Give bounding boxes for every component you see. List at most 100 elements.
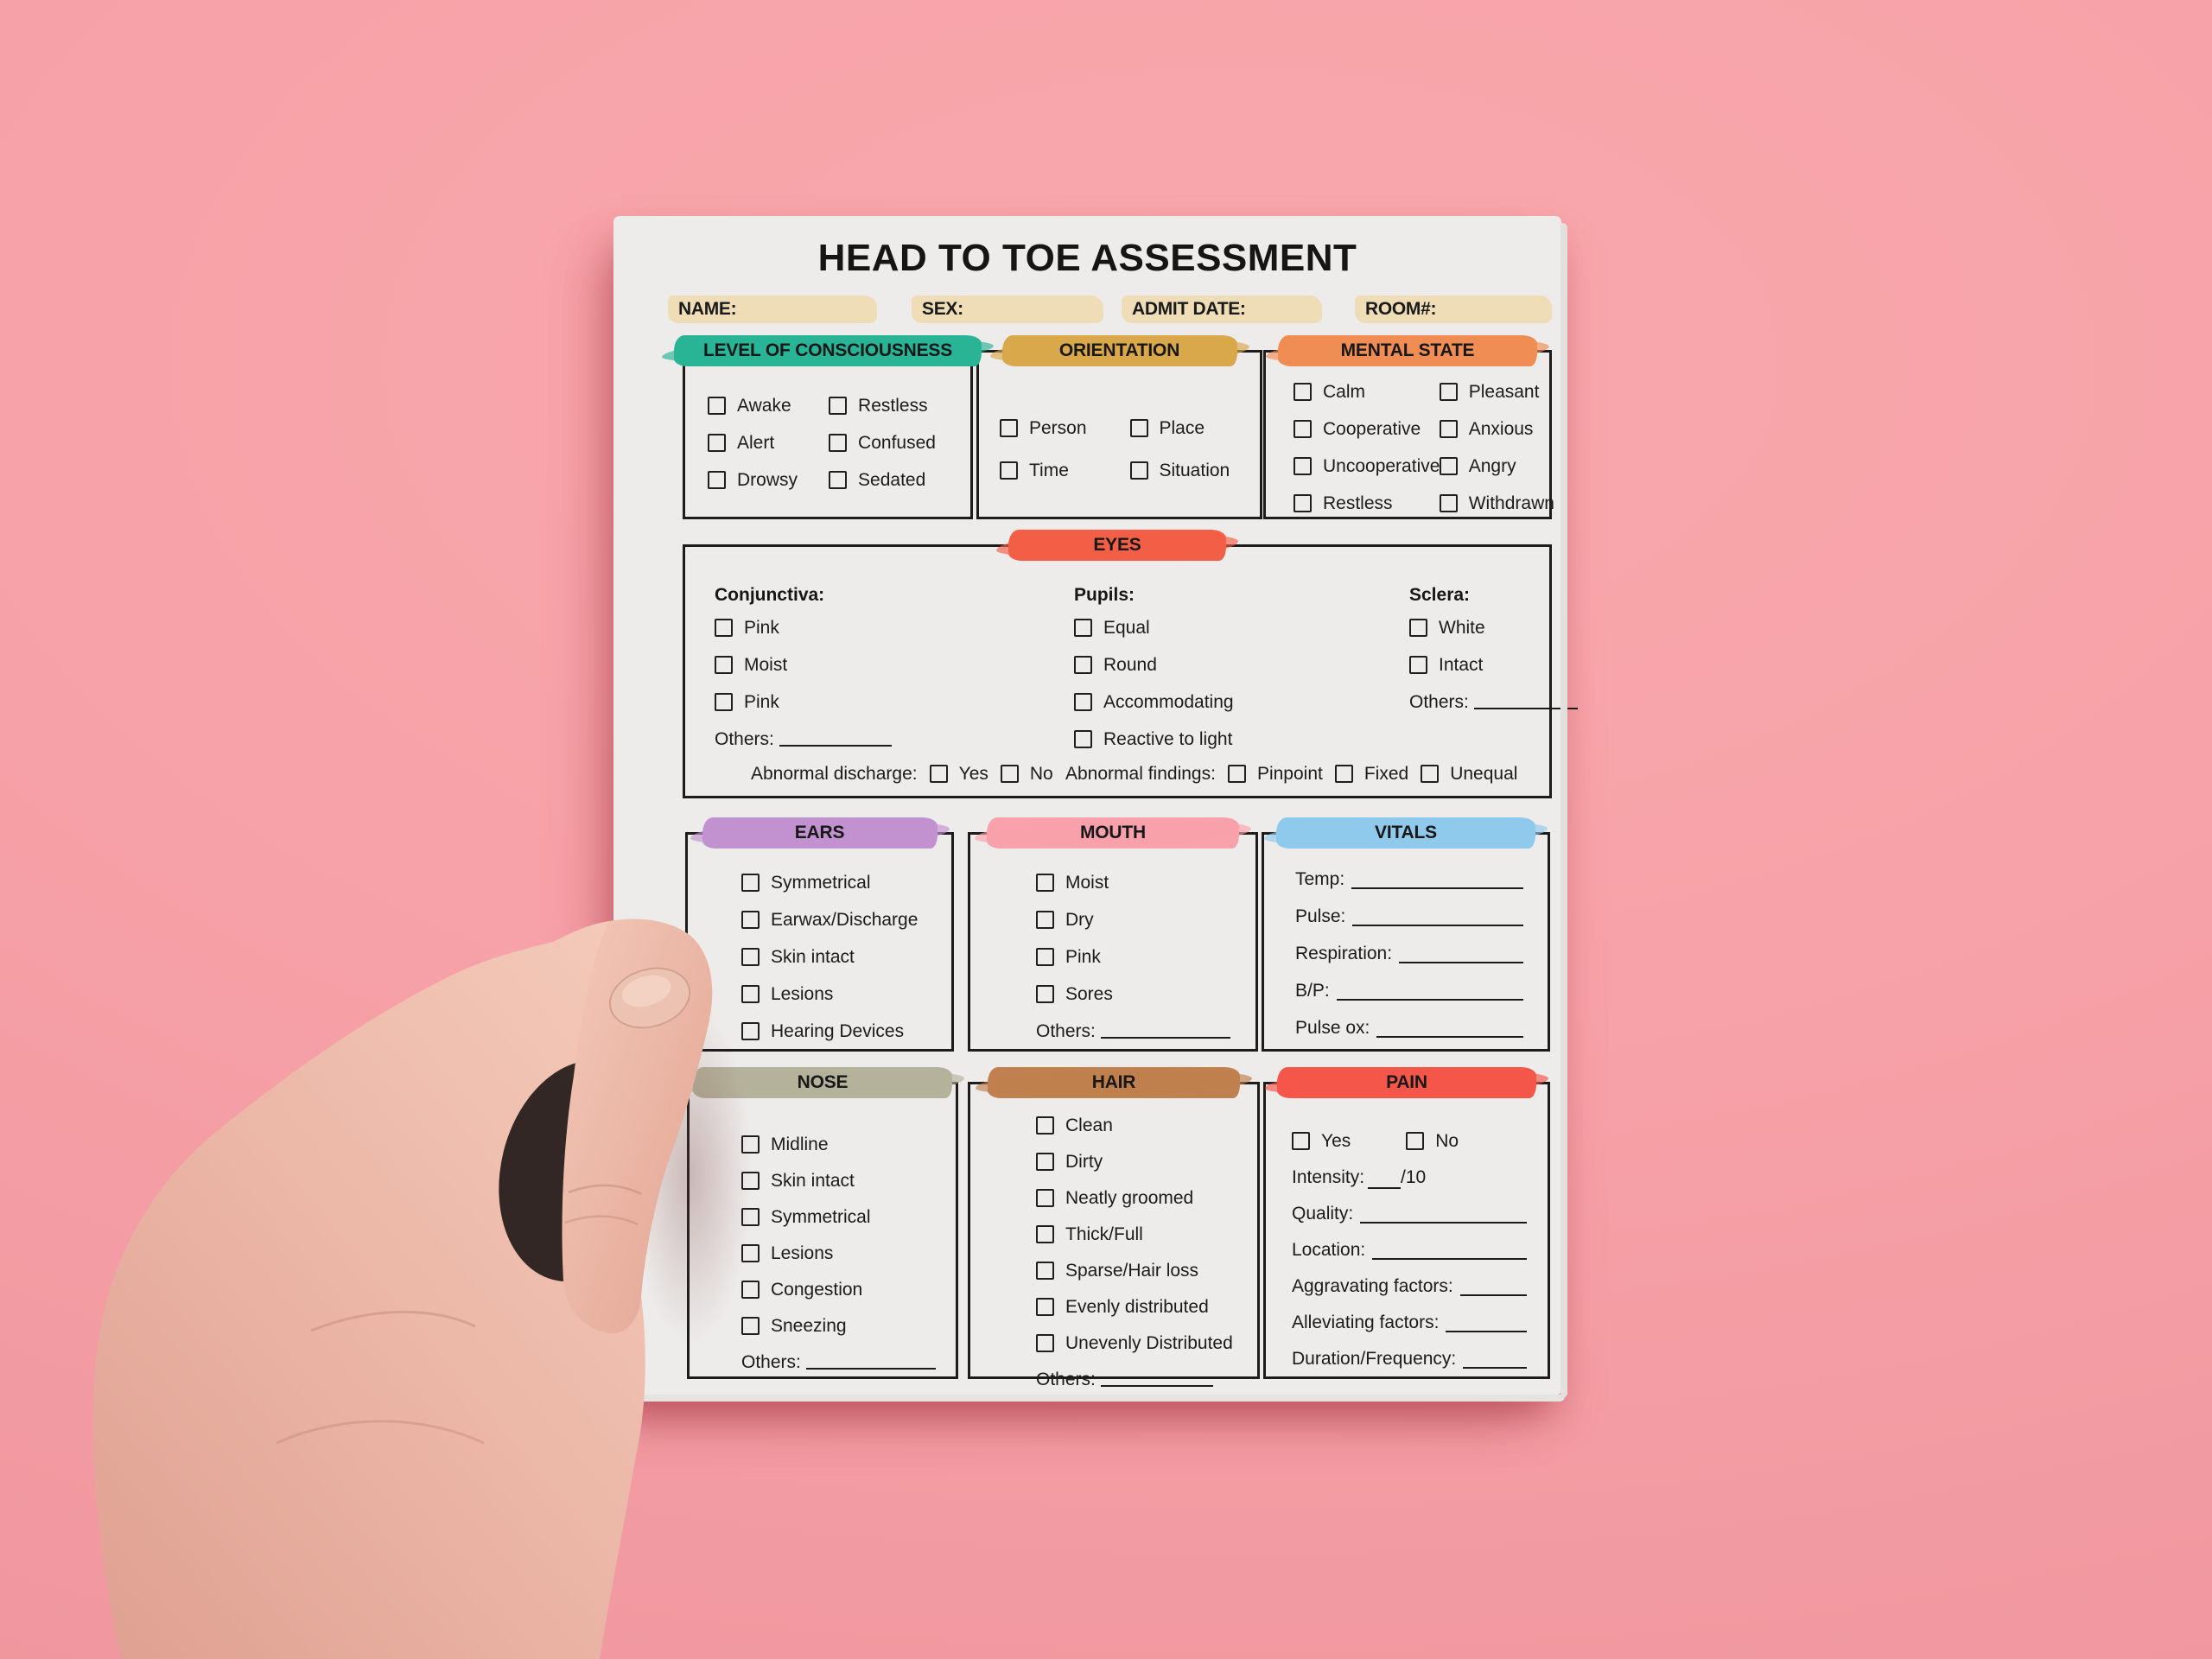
option-label: Angry xyxy=(1468,456,1516,476)
option-label: Thick/Full xyxy=(1065,1224,1143,1244)
blank-line xyxy=(1473,690,1578,709)
checkbox-icon xyxy=(1439,383,1458,401)
blank-line xyxy=(779,728,892,747)
option-label: Calm xyxy=(1323,382,1366,402)
checkbox-option: Earwax/Discharge xyxy=(741,908,951,931)
section-mouth: MOUTH Moist Dry Pink Sores Others: xyxy=(968,817,1258,1052)
others-row: Others: xyxy=(741,1351,956,1374)
checkbox-option: Awake xyxy=(708,394,829,417)
checkbox-icon xyxy=(741,985,760,1003)
abnormal-discharge-label: Abnormal discharge: xyxy=(751,764,918,784)
checkbox-option: Thick/Full xyxy=(1036,1223,1257,1246)
option-label: Dirty xyxy=(1065,1152,1103,1172)
checkbox-icon xyxy=(708,397,726,415)
vitals-field-pulse-ox: Pulse ox: xyxy=(1295,1017,1525,1039)
checkbox-icon xyxy=(708,434,726,452)
option-label: Lesions xyxy=(771,984,834,1004)
section-vitals: VITALS Temp: Pulse: Respiration: B/P: Pu… xyxy=(1262,817,1550,1052)
checkbox-option: Calm xyxy=(1294,380,1440,404)
blank-line xyxy=(1351,870,1523,889)
option-label: Drowsy xyxy=(737,470,798,490)
room-label: ROOM#: xyxy=(1365,299,1437,319)
conjunctiva-label: Conjunctiva: xyxy=(715,585,825,605)
option-label: Earwax/Discharge xyxy=(771,910,918,930)
finger-fold-line xyxy=(276,1420,485,1445)
checkbox-option: Sparse/Hair loss xyxy=(1036,1259,1257,1282)
checkbox-icon xyxy=(1074,693,1092,711)
abnormal-findings-row: Abnormal findings: Pinpoint Fixed Unequa… xyxy=(1065,762,1517,785)
option-label: White xyxy=(1439,618,1485,638)
option-label: Sedated xyxy=(858,470,926,490)
option-label: Alert xyxy=(737,433,775,453)
checkbox-option: Drowsy xyxy=(708,468,829,492)
checkbox-icon xyxy=(1074,619,1092,637)
option-label: Time xyxy=(1029,461,1069,480)
blank-line xyxy=(1100,1368,1213,1387)
blank-line xyxy=(1360,1205,1527,1224)
section-title-orientation: ORIENTATION xyxy=(1001,335,1237,366)
pain-yes-no-row: Yes No xyxy=(1292,1129,1529,1153)
checkbox-icon xyxy=(1294,383,1312,401)
checkbox-icon xyxy=(1036,1225,1054,1243)
orientation-options: Person Place Time Situation xyxy=(979,353,1260,482)
checkbox-icon xyxy=(829,471,848,489)
sex-field: SEX: xyxy=(912,296,1103,323)
pain-field-aggravating: Aggravating factors: xyxy=(1292,1275,1529,1298)
section-title-level-of-consciousness: LEVEL OF CONSCIOUSNESS xyxy=(674,335,982,366)
checkbox-option: Lesions xyxy=(741,982,951,1006)
intensity-label: Intensity: xyxy=(1292,1167,1365,1187)
hair-options: Clean Dirty Neatly groomed Thick/Full Sp… xyxy=(970,1084,1257,1391)
option-label: Situation xyxy=(1159,461,1230,480)
checkbox-icon xyxy=(1439,494,1458,512)
blank-line xyxy=(1336,982,1523,1001)
assessment-form: HEAD TO TOE ASSESSMENT NAME: SEX: ADMIT … xyxy=(613,216,1578,1402)
checkbox-icon xyxy=(1129,461,1148,480)
checkbox-option: Symmetrical xyxy=(741,1205,956,1229)
option-label: Yes xyxy=(1321,1131,1351,1151)
checkbox-icon xyxy=(708,471,726,489)
option-label: Moist xyxy=(1065,873,1109,893)
checkbox-option: Skin intact xyxy=(741,1169,956,1192)
option-label: Uncooperative xyxy=(1323,456,1440,476)
pain-intensity-row: Intensity: /10 xyxy=(1292,1166,1529,1189)
option-label: Restless xyxy=(1323,493,1393,513)
checkbox-icon xyxy=(715,619,733,637)
admit-date-label: ADMIT DATE: xyxy=(1132,299,1246,319)
option-label: Cooperative xyxy=(1323,419,1421,439)
blank-line xyxy=(805,1351,936,1370)
checkbox-option: Skin intact xyxy=(741,945,951,969)
loc-options: Awake Restless Alert Confused Drowsy Sed… xyxy=(685,353,970,492)
checkbox-icon xyxy=(741,1281,760,1299)
thumb-crease xyxy=(564,1215,639,1226)
checkbox-icon xyxy=(1129,419,1148,437)
section-eyes: EYES Conjunctiva: Pink Moist Pink Others… xyxy=(683,530,1578,798)
checkbox-icon xyxy=(1439,420,1458,438)
checkbox-icon xyxy=(741,1317,760,1335)
checkbox-option: Situation xyxy=(1129,459,1261,482)
option-label: Unequal xyxy=(1450,764,1518,784)
checkbox-option: Pleasant xyxy=(1439,380,1549,404)
checkbox-option: Reactive to light xyxy=(1074,728,1234,751)
option-label: Sneezing xyxy=(771,1316,847,1336)
checkbox-icon xyxy=(741,1022,760,1040)
checkbox-option: Moist xyxy=(715,653,892,677)
checkbox-option: Dry xyxy=(1036,908,1255,931)
others-row: Others: xyxy=(1036,1368,1257,1391)
option-label: Person xyxy=(1029,418,1087,438)
blank-line xyxy=(1100,1020,1230,1039)
name-label: NAME: xyxy=(678,299,737,319)
others-row: Others: xyxy=(1036,1020,1255,1043)
vitals-field-temp: Temp: xyxy=(1295,868,1525,891)
checkbox-option: Dirty xyxy=(1036,1150,1257,1173)
section-orientation: ORIENTATION Person Place Time Situation xyxy=(976,335,1262,519)
option-label: Unevenly Distributed xyxy=(1065,1333,1233,1353)
checkbox-option: Place xyxy=(1129,416,1261,440)
checkbox-icon xyxy=(1036,1334,1054,1352)
checkbox-option: Sneezing xyxy=(741,1314,956,1338)
section-title-eyes: EYES xyxy=(1008,530,1226,561)
checkbox-icon xyxy=(1227,765,1246,783)
eyes-conjunctiva-group: Conjunctiva: Pink Moist Pink Others: xyxy=(715,585,892,751)
option-label: Skin intact xyxy=(771,947,855,967)
option-label: Pleasant xyxy=(1468,382,1540,402)
